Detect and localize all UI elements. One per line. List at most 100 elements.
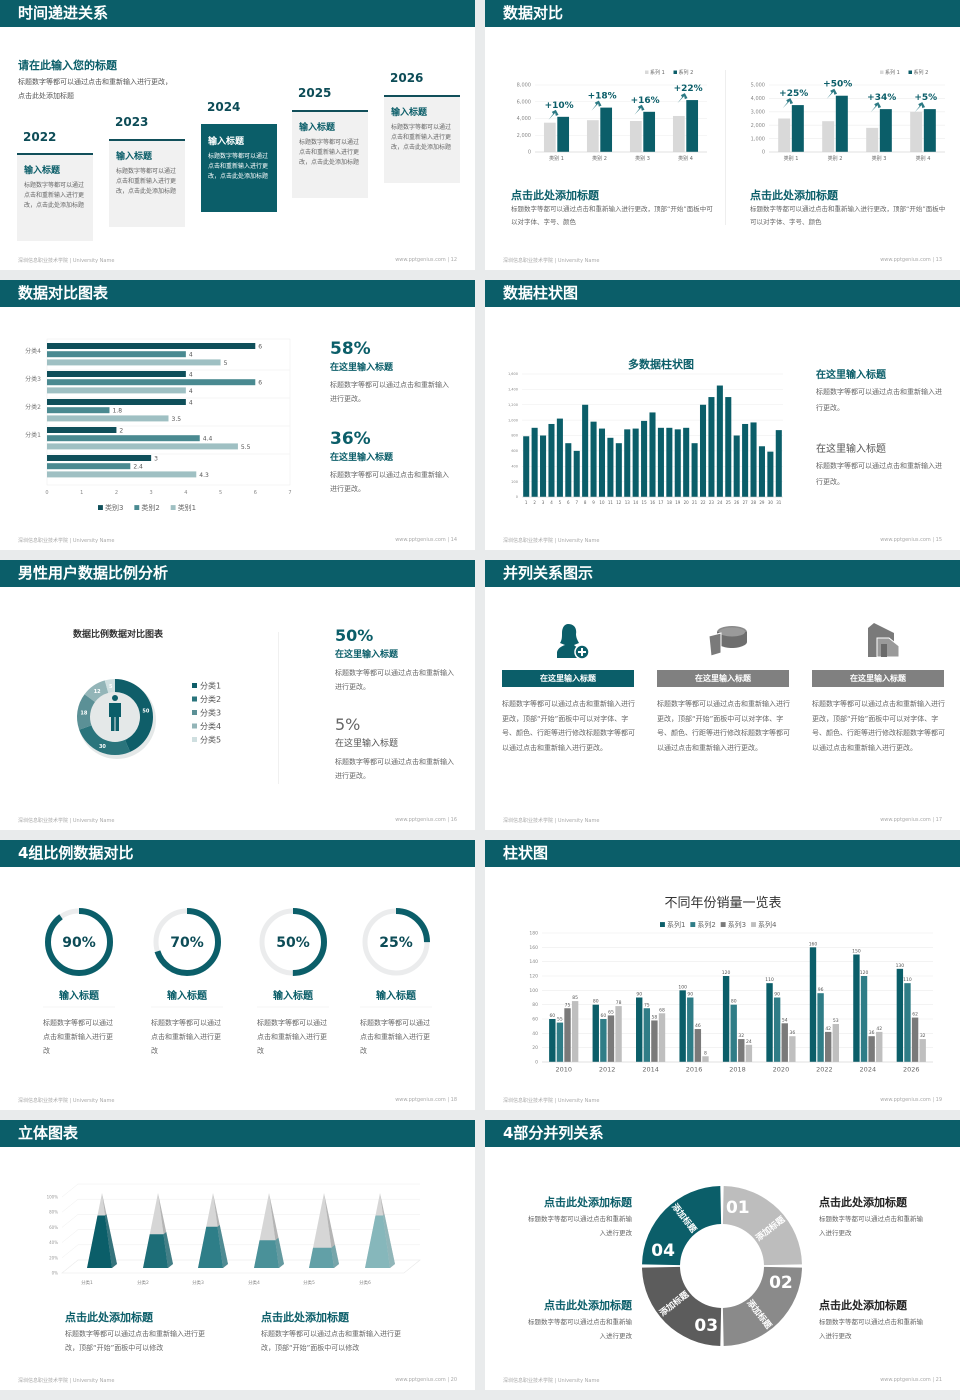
y-tick-label: 1,000 [751, 136, 765, 142]
page-number: | 19 [932, 1097, 942, 1103]
slice-label: 50 [142, 709, 149, 715]
legend-swatch [751, 922, 756, 927]
x-tick-label: 25 [726, 500, 732, 505]
legend-swatch [673, 70, 677, 74]
y-tick-label: 60 [532, 1017, 538, 1023]
woman-add-icon [557, 624, 590, 660]
slide-title: 立体图表 [18, 1124, 79, 1142]
bar [708, 397, 715, 497]
growth-annotation: +25% [779, 89, 808, 99]
legend-swatch [908, 70, 912, 74]
x-tick-label: 5 [559, 500, 562, 505]
year-label: 2023 [115, 115, 149, 129]
side-gridline [61, 1214, 79, 1228]
x-tick-label: 类别 2 [828, 155, 843, 162]
stat-value: 58% [330, 339, 371, 359]
footer-url-text: www.pptgenius.com [395, 1377, 446, 1383]
bar [745, 1044, 753, 1062]
bar [738, 1039, 745, 1062]
x-tick-label: 分类5 [303, 1279, 315, 1286]
data-label: 8 [704, 1050, 707, 1056]
x-tick-label: 27 [743, 500, 749, 505]
legend-label: 分类5 [200, 735, 221, 745]
legend-label: 分类1 [200, 681, 221, 691]
stat-text: 标题数字等都可以通过点击和重新输入进行更改。 [335, 758, 454, 780]
page-number: | 14 [447, 537, 457, 543]
card-title: 输入标题 [116, 152, 153, 162]
donut-slice [104, 679, 115, 693]
multi-column-chart: 多数据柱状图 0 200 400 600 800 1,000 1,200 1,400 1,600 1… [508, 357, 783, 505]
segment-number: 04 [651, 1241, 675, 1261]
slide-title: 数据对比图表 [18, 284, 109, 302]
bar [531, 427, 538, 497]
footer-org: 深圳信息职业技术学院 | University Name [18, 538, 115, 544]
x-tick-label: 2014 [642, 1066, 659, 1074]
block-text: 标题数字等都可以通过点击和重新输入进行更改 [528, 1318, 632, 1340]
block-text: 标题数字等都可以通过点击和重新输入进行更改，顶部“开始”面板中可以修改 [261, 1330, 401, 1352]
ring-segment [642, 1186, 722, 1266]
bar [866, 127, 879, 152]
arrow-icon [634, 104, 645, 115]
bar [781, 1023, 788, 1062]
data-label: 53 [833, 1018, 839, 1024]
y-tick-label: 120 [529, 974, 538, 980]
block-title: 点击此处添加标题 [819, 1196, 907, 1209]
footer-url: www.pptgenius.com | 18 [395, 1097, 457, 1103]
data-label: 4 [189, 388, 193, 395]
x-tick-label: 类别 3 [872, 155, 887, 162]
pyramid-value-side [217, 1224, 228, 1268]
page-number: | 12 [447, 257, 457, 263]
y-tick-label: 100 [529, 988, 538, 994]
block-text: 标题数字等都可以通过点击和重新输入进行更改 [819, 1318, 923, 1340]
y-tick-label: 8,000 [517, 83, 531, 89]
data-label: 42 [825, 1026, 831, 1032]
footer-url: www.pptgenius.com | 16 [395, 817, 457, 823]
footer-url: www.pptgenius.com | 13 [880, 257, 942, 263]
slide-title: 数据柱状图 [503, 284, 579, 302]
bar [773, 997, 781, 1062]
data-label: 68 [659, 1007, 665, 1013]
bar [778, 118, 791, 152]
ring-segment [722, 1186, 802, 1266]
bar [766, 983, 773, 1062]
x-tick-label: 分类4 [248, 1279, 260, 1286]
slice-label: 18 [80, 710, 87, 716]
bar [911, 1017, 919, 1062]
pyramid-value-side [331, 1244, 339, 1268]
bar [556, 1022, 564, 1062]
x-tick-label: 7 [288, 490, 291, 496]
slide-title: 4部分并列关系 [503, 1124, 604, 1142]
bar [674, 429, 681, 497]
arrow-icon [591, 100, 602, 111]
data-label: 80 [731, 999, 737, 1005]
slide-header: 男性用户数据比例分析 [0, 560, 475, 587]
legend-label: 系列4 [758, 920, 777, 929]
bar [725, 397, 732, 497]
column-text: 标题数字等都可以通过点击和重新输入进行更改，顶部“开始”面板中可以对字体、字号、… [657, 700, 790, 752]
slide-hbar-compare: 数据对比图表 0 1 2 3 4 5 6 7 6 4 5 分类4 4 6 4 分类3 4 1.8 3.5 分类2 2 4.… [0, 280, 475, 550]
card-text: 标题数字等都可以通过点击和重新输入进行更改，点击此处添加标题 [116, 168, 177, 195]
bar [47, 371, 186, 377]
data-label: 3.5 [172, 416, 182, 423]
bar [624, 429, 631, 497]
bar [750, 422, 757, 497]
stat-title: 在这里输入标题 [330, 453, 394, 463]
data-label: 2.4 [133, 464, 143, 471]
slide-donut: 男性用户数据比例分析 数据比例数据对比图表 50 30 18 12 5 分类1 分类2 分类3 分… [0, 560, 475, 830]
donut-slice [77, 694, 95, 730]
legend-swatch [720, 922, 726, 927]
growth-annotation: +50% [823, 80, 852, 90]
data-label: 36 [789, 1030, 795, 1036]
legend-label: 系列 1 [885, 69, 900, 76]
x-tick-label: 26 [734, 500, 740, 505]
block-title: 在这里输入标题 [816, 444, 886, 455]
year-label: 2024 [207, 100, 241, 114]
bar [47, 415, 169, 422]
ring-label: 70% [170, 935, 204, 951]
x-tick-label: 5 [219, 490, 222, 496]
data-label: 4.4 [203, 436, 213, 443]
slide-timeline: 时间递进关系 请在此输入您的标题 标题数字等都可以通过点击和重新输入进行更改，点… [0, 0, 475, 270]
y-tick-label: 160 [529, 945, 538, 951]
data-label: 3 [154, 456, 158, 463]
